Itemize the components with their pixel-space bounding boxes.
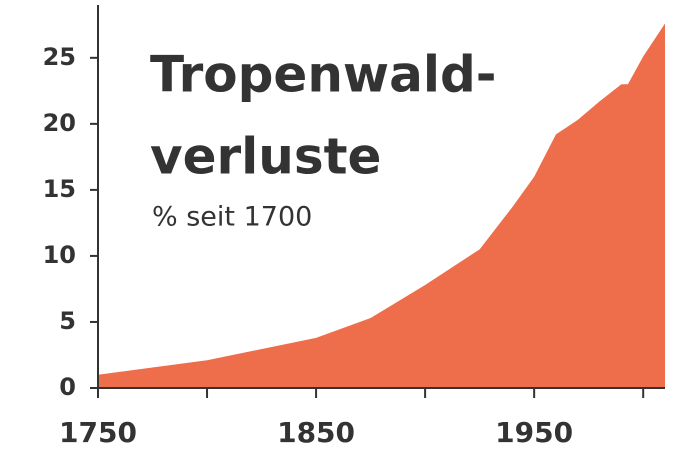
- area: [98, 23, 665, 388]
- chart-title: verluste: [150, 128, 381, 186]
- y-tick-label: 25: [43, 43, 76, 71]
- x-tick-label: 1850: [277, 416, 355, 449]
- y-tick-label: 0: [59, 373, 76, 401]
- y-tick-label: 20: [43, 109, 76, 137]
- y-tick-label: 5: [59, 307, 76, 335]
- chart-title: Tropenwald-: [150, 46, 497, 104]
- x-tick-label: 1950: [495, 416, 573, 449]
- x-tick-label: 1750: [59, 416, 137, 449]
- y-tick-label: 15: [43, 175, 76, 203]
- y-tick-label: 10: [43, 241, 76, 269]
- chart-subtitle: % seit 1700: [152, 202, 312, 233]
